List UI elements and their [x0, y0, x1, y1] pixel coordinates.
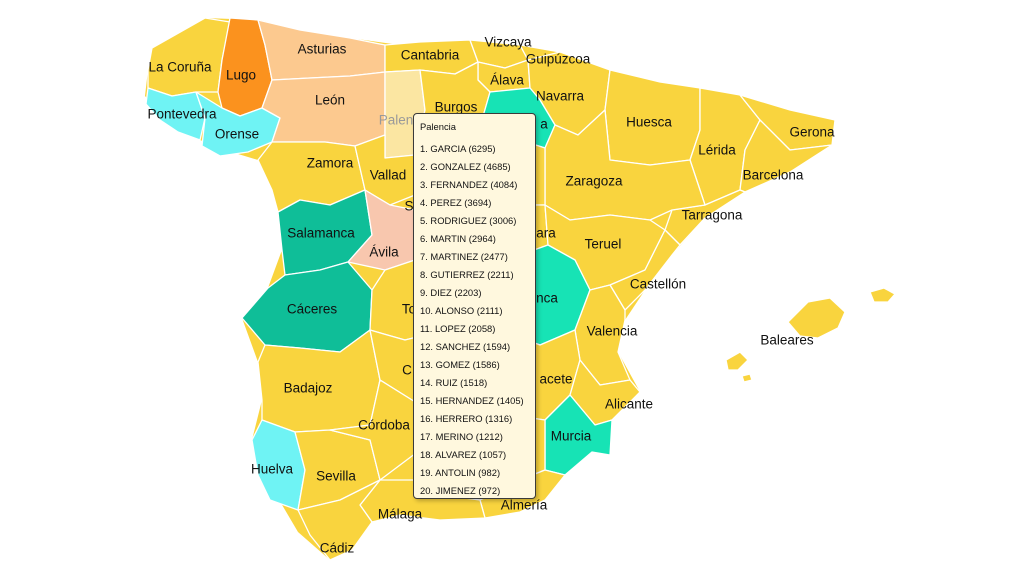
tooltip-list-item: 17. MERINO (1212)	[420, 431, 503, 442]
tooltip-list-item: 13. GOMEZ (1586)	[420, 359, 500, 370]
province-caceres[interactable]	[241, 261, 373, 353]
tooltip-list-item: 7. MARTINEZ (2477)	[420, 251, 508, 262]
province-leon[interactable]	[261, 71, 386, 147]
province-cadiz[interactable]	[297, 479, 381, 561]
province-baleares-formentera[interactable]	[741, 373, 753, 383]
tooltip-title: Palencia	[420, 121, 456, 132]
province-barcelona[interactable]	[739, 119, 833, 193]
tooltip-list-item: 11. LOPEZ (2058)	[420, 323, 496, 334]
tooltip-list-item: 2. GONZALEZ (4685)	[420, 161, 511, 172]
tooltip-list-item: 18. ALVAREZ (1057)	[420, 449, 507, 460]
tooltip-list-item: 5. RODRIGUEZ (3006)	[420, 215, 517, 226]
province-baleares-mallorca[interactable]	[787, 297, 846, 339]
tooltip-list-item: 19. ANTOLIN (982)	[420, 467, 501, 478]
province-tarragona[interactable]	[664, 189, 746, 246]
tooltip-list-item: 16. HERRERO (1316)	[420, 413, 513, 424]
tooltip-list-item: 4. PEREZ (3694)	[420, 197, 492, 208]
province-castellon[interactable]	[609, 229, 681, 311]
tooltip-list-item: 20. JIMENEZ (972)	[420, 485, 501, 496]
tooltip-list-item: 1. GARCIA (6295)	[420, 143, 496, 154]
province-la-coruna[interactable]	[147, 17, 231, 97]
tooltip-list-item: 9. DIEZ (2203)	[420, 287, 482, 298]
tooltip-list-item: 12. SANCHEZ (1594)	[420, 341, 511, 352]
province-huesca[interactable]	[604, 69, 701, 166]
tooltip-surname-list: 1. GARCIA (6295) 2. GONZALEZ (4685) 3. F…	[420, 140, 530, 500]
province-baleares-ibiza[interactable]	[725, 351, 749, 371]
tooltip-list-item: 14. RUIZ (1518)	[420, 377, 488, 388]
province-tooltip: Palencia 1. GARCIA (6295) 2. GONZALEZ (4…	[413, 113, 536, 499]
province-baleares-menorca[interactable]	[869, 287, 896, 303]
tooltip-list-item: 8. GUTIERREZ (2211)	[420, 269, 514, 280]
province-pontevedra[interactable]	[145, 87, 206, 141]
tooltip-list-item: 15. HERNANDEZ (1405)	[420, 395, 524, 406]
tooltip-list-item: 3. FERNANDEZ (4084)	[420, 179, 518, 190]
tooltip-list-item: 10. ALONSO (2111)	[420, 305, 503, 316]
tooltip-list-item: 6. MARTIN (2964)	[420, 233, 496, 244]
province-asturias[interactable]	[257, 19, 386, 81]
